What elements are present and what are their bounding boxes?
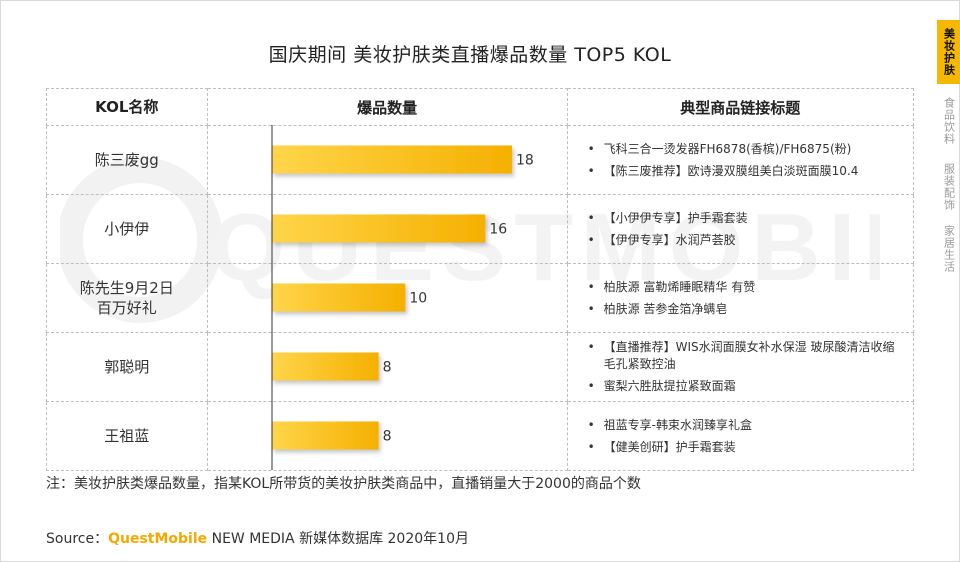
header-hit-count: 爆品数量	[206, 88, 568, 126]
header-product-titles: 典型商品链接标题	[566, 88, 915, 126]
product-link-title[interactable]: 祖蓝专享-韩束水润臻享礼盒	[588, 417, 905, 434]
bar-0	[272, 145, 512, 174]
side-nav: 美妆护肤 食品饮料 服装配饰 家居生活	[937, 20, 960, 274]
bar-value-label-2: 10	[409, 291, 427, 307]
bar-value-label-0: 18	[516, 153, 534, 169]
product-link-title[interactable]: 柏肤源 富勒烯睡眠精华 有赞	[588, 279, 905, 296]
table-row: 郭聪明 【直播推荐】WIS水润面膜女补水保湿 玻尿酸清洁收缩毛孔紧致控油蜜梨六胜肽…	[46, 332, 915, 402]
kol-table: KOL名称 爆品数量 典型商品链接标题 陈三废gg 飞科三合一烫发器FH6878(…	[46, 88, 915, 471]
product-link-title[interactable]: 飞科三合一烫发器FH6878(香槟)/FH6875(粉)	[588, 141, 905, 158]
kol-name-cell: 郭聪明	[46, 332, 208, 402]
product-cell: 【直播推荐】WIS水润面膜女补水保湿 玻尿酸清洁收缩毛孔紧致控油蜜梨六胜肽提拉紧…	[566, 332, 915, 402]
product-cell: 柏肤源 富勒烯睡眠精华 有赞柏肤源 苦参金箔净螨皂	[566, 263, 915, 333]
bar-chart: 18 16 10 8 8	[271, 125, 534, 470]
product-link-title[interactable]: 蜜梨六胜肽提拉紧致面霜	[588, 378, 905, 395]
side-nav-item-home[interactable]: 家居生活	[942, 225, 956, 273]
source-brand: QuestMobile	[108, 531, 208, 547]
kol-name-cell: 王祖蓝	[46, 401, 208, 471]
product-list: 【直播推荐】WIS水润面膜女补水保湿 玻尿酸清洁收缩毛孔紧致控油蜜梨六胜肽提拉紧…	[568, 339, 913, 395]
chart-title: 国庆期间 美妆护肤类直播爆品数量 TOP5 KOL	[268, 44, 672, 66]
bar-value-label-1: 16	[489, 222, 507, 238]
bar-4	[272, 421, 379, 450]
bar-1	[272, 214, 486, 243]
product-list: 柏肤源 富勒烯睡眠精华 有赞柏肤源 苦参金箔净螨皂	[568, 279, 913, 318]
kol-name-cell: 小伊伊	[46, 194, 208, 264]
product-list: 飞科三合一烫发器FH6878(香槟)/FH6875(粉) 【陈三废推荐】欧诗漫双膜…	[568, 141, 913, 180]
kol-name-cell: 陈先生9月2日 百万好礼	[46, 263, 208, 333]
table-body: 陈三废gg 飞科三合一烫发器FH6878(香槟)/FH6875(粉) 【陈三废推荐】…	[46, 125, 915, 471]
product-link-title[interactable]: 【小伊伊专享】护手霜套装	[588, 210, 905, 227]
product-cell: 飞科三合一烫发器FH6878(香槟)/FH6875(粉) 【陈三废推荐】欧诗漫双膜…	[566, 125, 915, 195]
kol-name-cell: 陈三废gg	[46, 125, 208, 195]
product-link-title[interactable]: 【伊伊专享】水润芦荟胶	[588, 232, 905, 249]
product-list: 祖蓝专享-韩束水润臻享礼盒【健美创研】护手霜套装	[568, 417, 913, 456]
product-link-title[interactable]: 柏肤源 苦参金箔净螨皂	[588, 301, 905, 318]
product-cell: 祖蓝专享-韩束水润臻享礼盒【健美创研】护手霜套装	[566, 401, 915, 471]
product-link-title[interactable]: 【健美创研】护手霜套装	[588, 439, 905, 456]
product-cell: 【小伊伊专享】护手霜套装【伊伊专享】水润芦荟胶	[566, 194, 915, 264]
bar-value-label-4: 8	[383, 429, 392, 445]
side-nav-item-beauty[interactable]: 美妆护肤	[937, 20, 960, 84]
source-rest: NEW MEDIA 新媒体数据库 2020年10月	[207, 531, 469, 547]
bar-cell	[206, 401, 568, 471]
source-prefix: Source：	[46, 531, 109, 547]
product-link-title[interactable]: 【直播推荐】WIS水润面膜女补水保湿 玻尿酸清洁收缩毛孔紧致控油	[588, 339, 905, 373]
header-kol-name: KOL名称	[46, 88, 208, 126]
table-row: 王祖蓝 祖蓝专享-韩束水润臻享礼盒【健美创研】护手霜套装	[46, 401, 915, 471]
product-list: 【小伊伊专享】护手霜套装【伊伊专享】水润芦荟胶	[568, 210, 913, 249]
bar-3	[272, 352, 379, 381]
bar-2	[272, 283, 406, 312]
side-nav-item-food[interactable]: 食品饮料	[942, 97, 956, 145]
bar-value-label-3: 8	[383, 360, 392, 376]
product-link-title[interactable]: 【陈三废推荐】欧诗漫双膜组美白淡斑面膜10.4	[588, 163, 905, 180]
bar-cell	[206, 332, 568, 402]
side-nav-item-apparel[interactable]: 服装配饰	[942, 163, 956, 211]
footnote: 注：美妆护肤类爆品数量，指某KOL所带货的美妆护肤类商品中，直播销量大于2000…	[46, 476, 641, 492]
table-header-row: KOL名称 爆品数量 典型商品链接标题	[46, 88, 915, 126]
source-line: Source：QuestMobile NEW MEDIA 新媒体数据库 2020…	[46, 528, 469, 548]
